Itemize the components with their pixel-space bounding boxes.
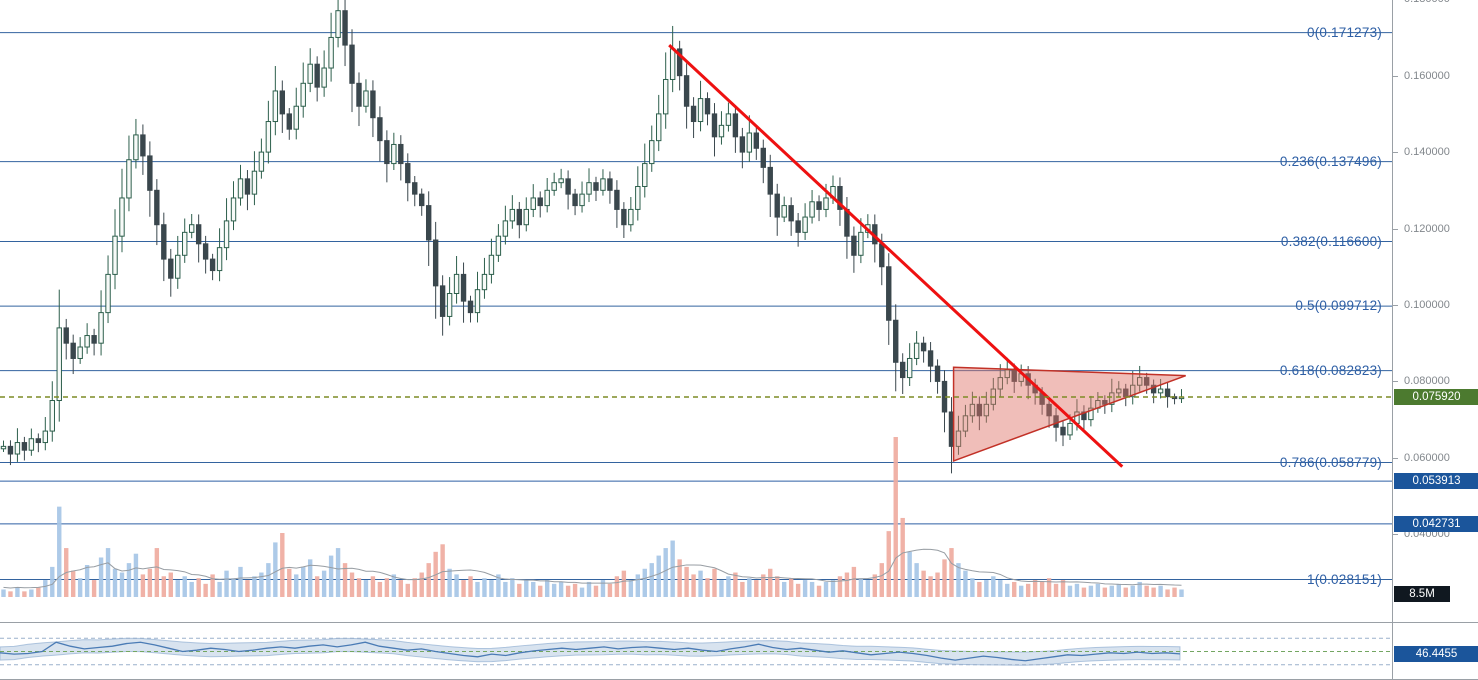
price-tick-mark <box>1393 381 1398 383</box>
pennant-triangle <box>952 366 1186 462</box>
rsi-pane[interactable] <box>0 623 1392 679</box>
rsi-value-badge: 46.4455 <box>1394 645 1478 662</box>
price-tick-mark <box>1393 304 1398 306</box>
price-axis[interactable]: 8.5M 46.4455 0.180000 0.160000 0.140000 0.1… <box>1392 0 1478 680</box>
price-tick-label: 0.160000 <box>1404 69 1450 82</box>
candles-layer <box>0 0 1185 474</box>
price-tick-mark <box>1393 152 1398 154</box>
rsi-canvas <box>0 637 1392 666</box>
price-tick-label: 0.120000 <box>1404 222 1450 235</box>
price-tick-label: 0.180000 <box>1404 0 1450 6</box>
volume-bars <box>1 437 1184 597</box>
main-chart-canvas <box>0 0 1392 597</box>
price-tick-label: 0.080000 <box>1404 375 1450 388</box>
price-tick-label: 0.060000 <box>1404 451 1450 464</box>
volume-axis-badge: 8.5M <box>1394 586 1450 602</box>
trendline <box>668 43 1124 468</box>
price-level-badge: 0.042731 <box>1394 515 1478 532</box>
price-tick-mark <box>1393 534 1398 536</box>
current-price-badge: 0.075920 <box>1394 388 1478 405</box>
price-tick-mark <box>1393 228 1398 230</box>
pane-divider[interactable] <box>0 622 1478 623</box>
rsi-line <box>0 641 1181 662</box>
price-tick-mark <box>1393 75 1398 77</box>
volume-ma-line <box>3 548 1182 589</box>
price-tick-label: 0.140000 <box>1404 146 1450 159</box>
price-tick-label: 0.100000 <box>1404 298 1450 311</box>
main-chart-plot[interactable]: 0(0.171273) 0.236(0.137496) 0.382(0.116600… <box>0 0 1392 622</box>
price-tick-mark <box>1393 457 1398 459</box>
price-level-badge: 0.053913 <box>1394 473 1478 490</box>
